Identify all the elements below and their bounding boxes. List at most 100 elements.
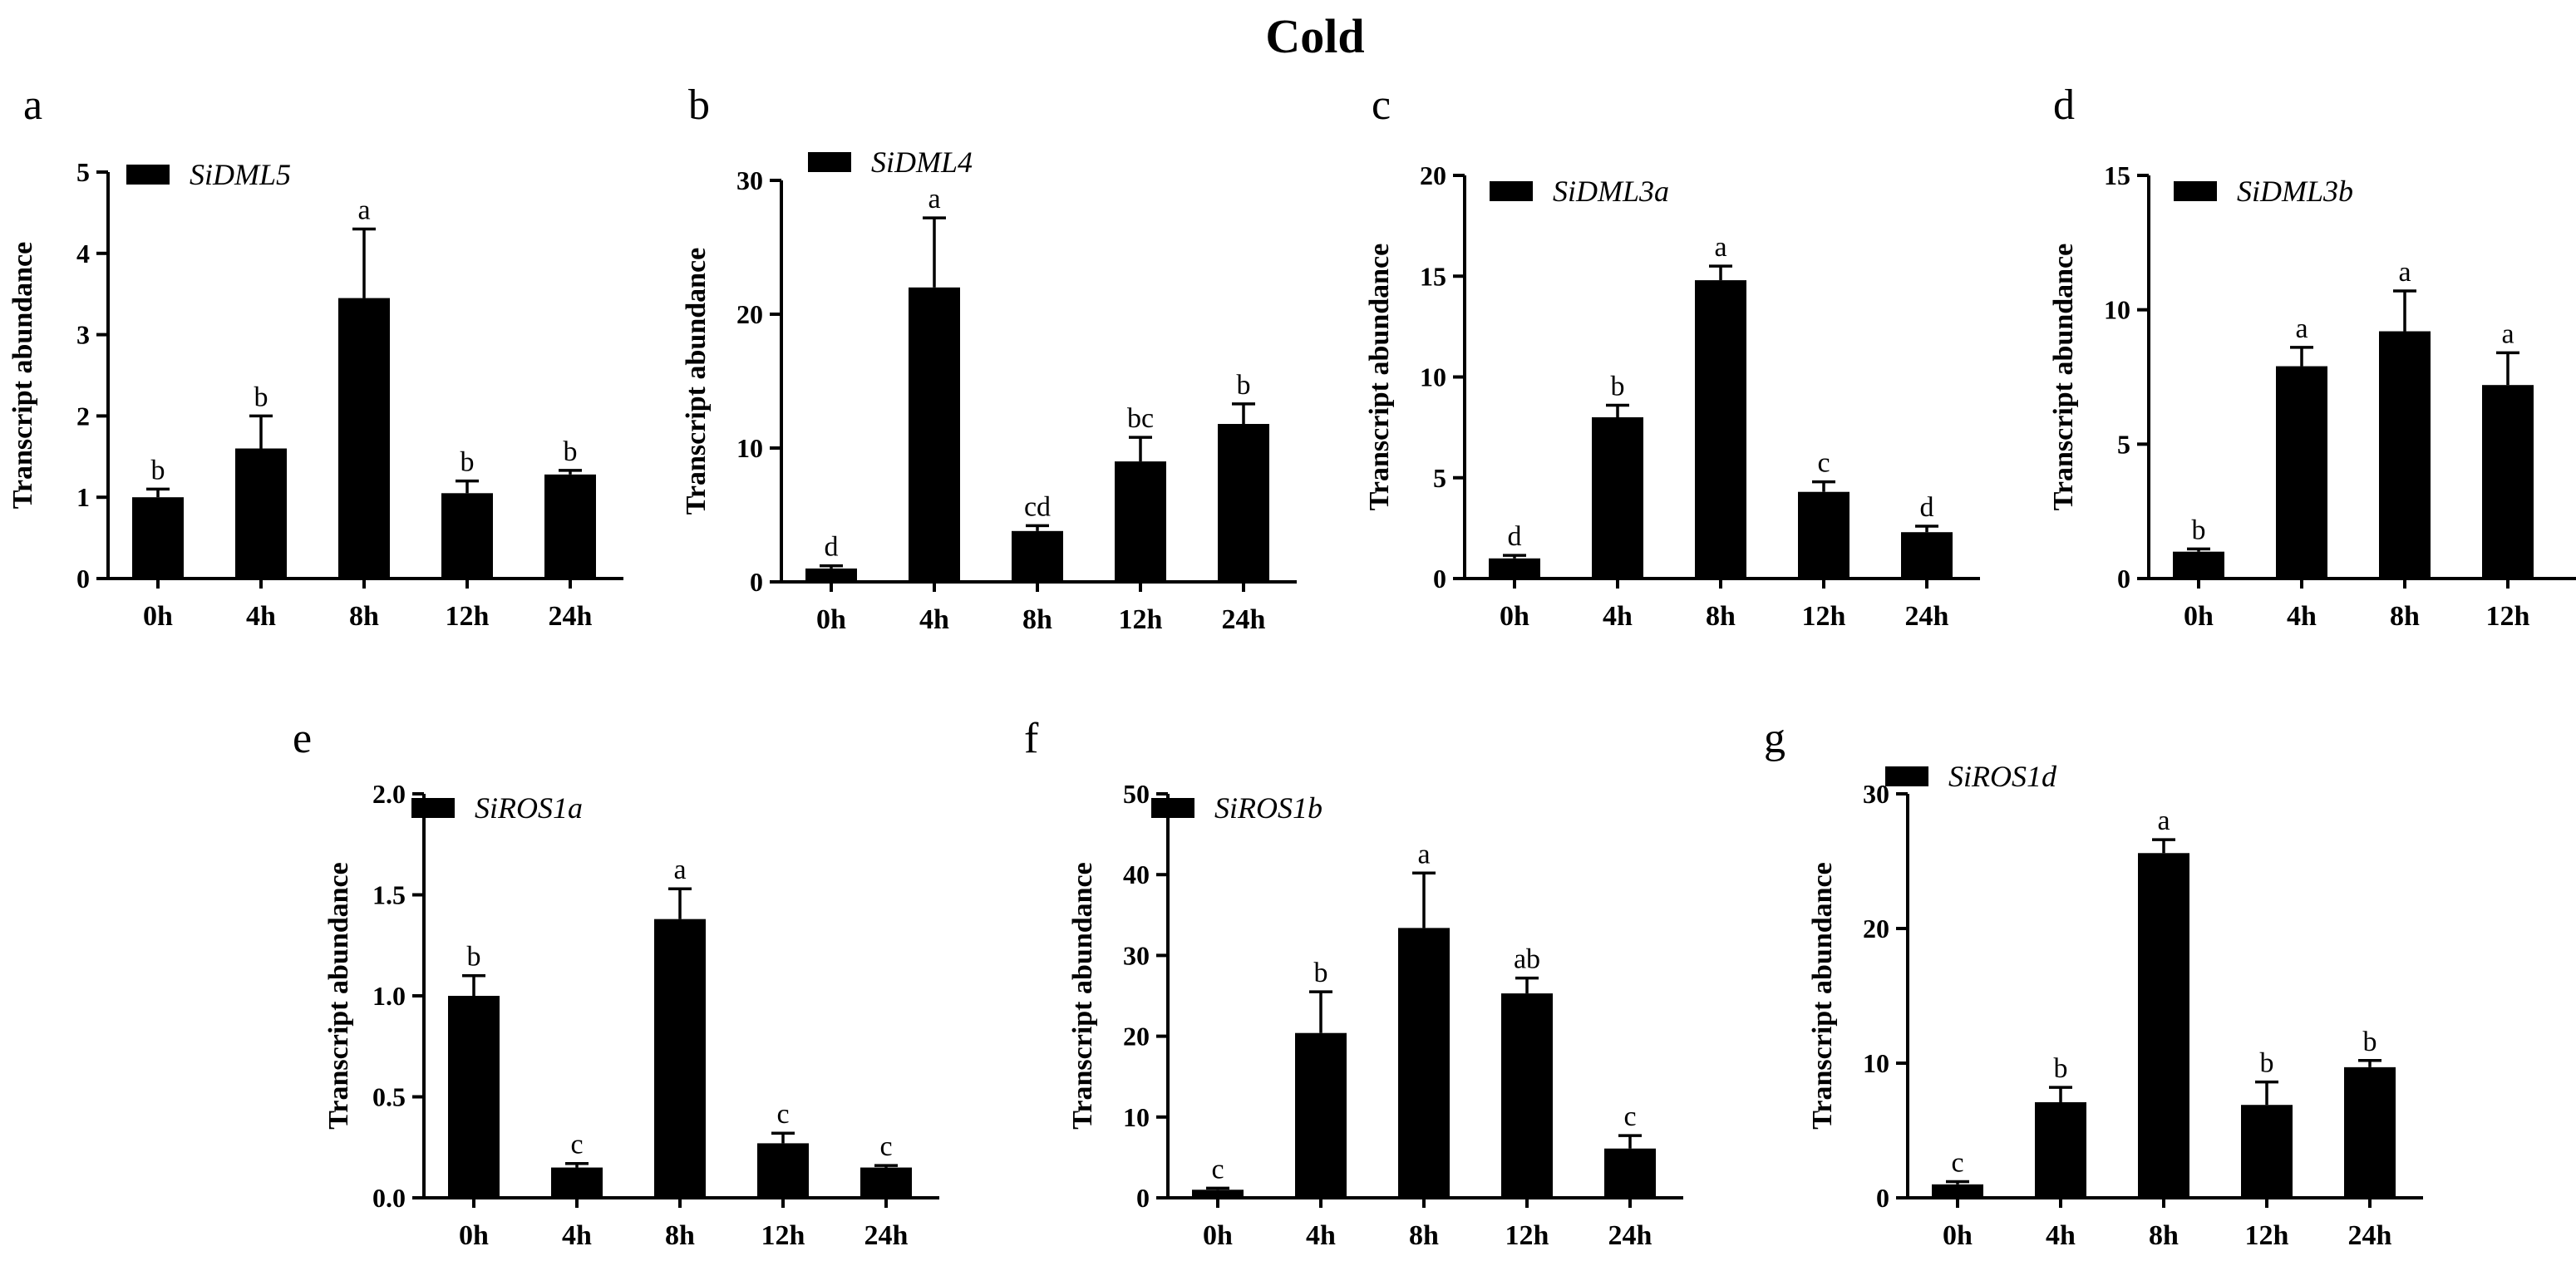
panel-c-legend-swatch bbox=[1490, 181, 1533, 201]
panel-b-xtick-label: 12h bbox=[1119, 604, 1163, 635]
panel-g-xtick-label: 4h bbox=[2046, 1220, 2076, 1251]
panel-c-xtick-label: 8h bbox=[1706, 601, 1736, 632]
panel-e-y-axis-title: Transcript abundance bbox=[323, 862, 354, 1129]
panel-g-ytick-label: 10 bbox=[1863, 1048, 1889, 1078]
panel-g-bar bbox=[2035, 1101, 2086, 1198]
panel-g-ytick-label: 30 bbox=[1863, 779, 1889, 809]
panel-b-bar bbox=[1115, 461, 1166, 582]
panel-c-bar bbox=[1695, 280, 1746, 579]
panel-e-ytick-label: 1.5 bbox=[372, 880, 406, 910]
panel-f-bar bbox=[1398, 928, 1450, 1198]
panel-b-xtick-label: 4h bbox=[919, 604, 949, 635]
panel-a-ytick-label: 2 bbox=[76, 401, 90, 431]
panel-a-legend-swatch bbox=[126, 165, 170, 185]
panel-c-sig-letter: b bbox=[1611, 371, 1625, 401]
panel-e-sig-letter: a bbox=[673, 855, 686, 885]
panel-b-ytick-label: 20 bbox=[736, 299, 763, 329]
panel-c-bar bbox=[1592, 417, 1643, 579]
panel-f-ytick-label: 10 bbox=[1123, 1102, 1150, 1132]
panel-a-ytick-label: 3 bbox=[76, 320, 90, 350]
panel-f-bar bbox=[1604, 1148, 1656, 1198]
panel-a-y-axis-title: Transcript abundance bbox=[7, 242, 38, 509]
panel-a-letter: a bbox=[23, 81, 42, 129]
panel-c-bar bbox=[1901, 532, 1953, 579]
panel-b-sig-letter: d bbox=[825, 532, 839, 563]
panel-c-letter: c bbox=[1372, 81, 1391, 129]
panel-d-legend-swatch bbox=[2174, 181, 2217, 201]
panel-d-legend-label: SiDML3b bbox=[2237, 175, 2353, 208]
panel-c-ytick-label: 20 bbox=[1420, 160, 1446, 190]
panel-f-xtick-label: 12h bbox=[1505, 1220, 1549, 1251]
panel-d-ytick-label: 5 bbox=[2117, 429, 2130, 459]
panel-b-bar bbox=[805, 568, 857, 582]
panel-g-bar bbox=[2241, 1105, 2293, 1198]
panel-e-bar bbox=[448, 996, 500, 1198]
panel-c-xtick-label: 24h bbox=[1905, 601, 1949, 632]
panel-d-bar bbox=[2276, 366, 2327, 579]
panel-f-xtick-label: 24h bbox=[1608, 1220, 1652, 1251]
panel-a-bar bbox=[441, 493, 493, 579]
figure-title: Cold bbox=[1265, 9, 1364, 63]
panel-c-xtick-label: 0h bbox=[1500, 601, 1529, 632]
panel-d-sig-letter: a bbox=[2501, 318, 2514, 349]
panel-a-bar bbox=[235, 448, 287, 579]
panel-g-bar bbox=[2138, 853, 2189, 1198]
panel-g-letter: g bbox=[1764, 715, 1785, 762]
panel-f-sig-letter: c bbox=[1623, 1101, 1636, 1132]
panel-g-ytick-label: 0 bbox=[1876, 1183, 1889, 1213]
panel-b-sig-letter: b bbox=[1237, 370, 1251, 401]
panel-c-sig-letter: d bbox=[1508, 521, 1522, 552]
panel-b-sig-letter: cd bbox=[1024, 491, 1051, 522]
panel-c-sig-letter: d bbox=[1920, 492, 1934, 523]
panel-f-sig-letter: a bbox=[1417, 839, 1430, 869]
panel-g-xtick-label: 8h bbox=[2149, 1220, 2179, 1251]
panel-f-ytick-label: 40 bbox=[1123, 860, 1150, 889]
panel-d-sig-letter: b bbox=[2192, 515, 2206, 545]
panel-b-xtick-label: 24h bbox=[1222, 604, 1266, 635]
panel-d-sig-letter: a bbox=[2398, 257, 2411, 288]
panel-e-sig-letter: c bbox=[879, 1131, 892, 1162]
panel-g-xtick-label: 24h bbox=[2348, 1220, 2392, 1251]
panel-d-ytick-label: 15 bbox=[2104, 160, 2130, 190]
panel-g-legend-label: SiROS1d bbox=[1948, 760, 2057, 793]
panel-e-sig-letter: c bbox=[570, 1130, 583, 1160]
panel-g-y-axis-title: Transcript abundance bbox=[1807, 862, 1838, 1129]
panel-a-bar bbox=[544, 474, 596, 579]
panel-e-xtick-label: 0h bbox=[459, 1220, 489, 1251]
panel-d-xtick-label: 12h bbox=[2486, 601, 2530, 632]
panel-a-sig-letter: b bbox=[254, 382, 268, 412]
panel-a-sig-letter: b bbox=[564, 436, 578, 467]
panel-e-legend-label: SiROS1a bbox=[475, 791, 583, 825]
panel-a-xtick-label: 8h bbox=[349, 601, 379, 632]
panel-f-letter: f bbox=[1024, 715, 1039, 762]
panel-a-legend-label: SiDML5 bbox=[190, 158, 291, 191]
panel-a-ytick-label: 1 bbox=[76, 482, 90, 512]
panel-b-legend-label: SiDML4 bbox=[871, 145, 973, 179]
panel-a-xtick-label: 24h bbox=[549, 601, 593, 632]
panel-e-sig-letter: b bbox=[467, 942, 481, 973]
panel-f-ytick-label: 50 bbox=[1123, 779, 1150, 809]
panel-b-bar bbox=[1218, 424, 1269, 582]
panel-a-xtick-label: 0h bbox=[143, 601, 173, 632]
panel-f-xtick-label: 4h bbox=[1306, 1220, 1336, 1251]
panel-c-y-axis-title: Transcript abundance bbox=[1364, 244, 1395, 510]
panel-f-bar bbox=[1295, 1032, 1347, 1198]
panel-a-ytick-label: 0 bbox=[76, 564, 90, 594]
panel-e-legend-swatch bbox=[411, 798, 455, 818]
panel-d-letter: d bbox=[2053, 81, 2075, 129]
panel-e-xtick-label: 8h bbox=[665, 1220, 695, 1251]
panel-g-sig-letter: c bbox=[1951, 1148, 1963, 1179]
panel-a-bar bbox=[338, 298, 390, 579]
panel-a-bar bbox=[132, 497, 184, 579]
panel-e-sig-letter: c bbox=[776, 1099, 789, 1130]
panel-d-bar bbox=[2173, 551, 2224, 579]
panel-b-ytick-label: 0 bbox=[750, 567, 763, 597]
panel-f-xtick-label: 8h bbox=[1409, 1220, 1439, 1251]
panel-e-xtick-label: 24h bbox=[864, 1220, 909, 1251]
panel-g-sig-letter: b bbox=[2363, 1027, 2377, 1057]
panel-f-legend-swatch bbox=[1151, 798, 1194, 818]
panel-e-bar bbox=[551, 1167, 603, 1198]
panel-f-sig-letter: b bbox=[1314, 958, 1328, 988]
panel-f-sig-letter: c bbox=[1211, 1154, 1224, 1185]
